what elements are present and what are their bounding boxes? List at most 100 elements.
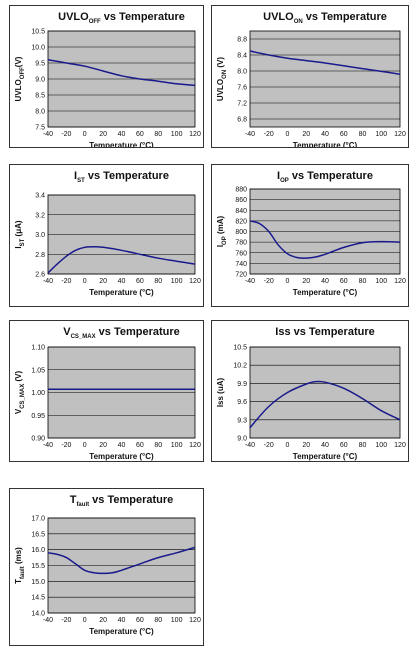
y-tick-label: 10.5 (233, 345, 247, 352)
y-tick-label: 740 (235, 261, 247, 268)
series-line (47, 546, 196, 575)
y-tick-label: 10.0 (31, 45, 45, 52)
y-tick-label: 8.5 (35, 93, 45, 100)
x-tick-label: -40 (43, 131, 53, 138)
y-tick-label: 720 (235, 272, 247, 279)
y-tick-label: 3.4 (35, 193, 45, 200)
x-tick-label: 40 (118, 442, 126, 449)
x-axis-label: Temperature (°C) (89, 141, 154, 147)
iop-chart: 720 740 760 780 800 820 840 860 880 -40 -20 0 20 40 60… (216, 170, 406, 297)
x-tick-label: 100 (171, 131, 183, 138)
y-tick-label: 1.05 (31, 367, 45, 374)
x-axis-label: Temperature (°C) (293, 288, 358, 297)
x-tick-label: 0 (286, 442, 290, 449)
x-tick-label: -20 (264, 131, 274, 138)
y-tick-label: 10.2 (233, 363, 247, 370)
x-tick-label: 120 (189, 442, 201, 449)
y-tick-label: 860 (235, 197, 247, 204)
y-tick-label: 9.9 (237, 381, 247, 388)
x-tick-label: 60 (340, 131, 348, 138)
x-tick-label: 40 (118, 617, 126, 624)
y-tick-label: 3.0 (35, 232, 45, 239)
y-tick-label: 2.8 (35, 252, 45, 259)
y-axis-label: Tfault (ms) (14, 547, 26, 584)
x-tick-label: 0 (83, 278, 87, 285)
chart-title: IST vs Temperature (74, 170, 169, 184)
chart-title: Iss vs Temperature (275, 326, 374, 338)
x-tick-label: 80 (154, 131, 162, 138)
y-axis-label: VCS_MAX (V) (14, 371, 26, 415)
y-tick-label: 7.2 (237, 101, 247, 108)
y-tick-label: 3.2 (35, 212, 45, 219)
y-axis-label: UVLOOFF(V) (14, 56, 26, 101)
y-tick-label: 800 (235, 229, 247, 236)
x-tick-label: -20 (61, 617, 71, 624)
y-tick-label: 1.00 (31, 390, 45, 397)
x-tick-label: 60 (340, 442, 348, 449)
ist-chart-panel: 2.6 2.8 3.0 3.2 3.4 -40 -20 0 20 40 60 80 100 120 IST … (9, 164, 204, 307)
x-tick-label: 120 (394, 131, 406, 138)
x-tick-label: -40 (43, 442, 53, 449)
y-tick-label: 9.6 (237, 399, 247, 406)
x-tick-label: 80 (359, 131, 367, 138)
y-axis-label: UVLOON (V) (216, 57, 228, 101)
x-tick-label: 0 (83, 131, 87, 138)
tfault-chart: 14.0 14.5 15.0 15.5 16.0 16.5 17.0 -40 -20 0 20 40 6… (14, 494, 201, 636)
x-tick-label: 100 (171, 278, 183, 285)
iss-chart: 9.0 9.3 9.6 9.9 10.2 10.5 -40 -20 0 20 40 60 80 100 12… (216, 326, 406, 461)
x-tick-label: -40 (245, 442, 255, 449)
y-axis-label: IST (μA) (14, 220, 26, 248)
x-tick-label: 100 (375, 131, 387, 138)
x-tick-label: 40 (118, 131, 126, 138)
x-tick-label: 40 (118, 278, 126, 285)
vcs-max-chart-panel: 0.90 0.95 1.00 1.05 1.10 -40 -20 0 20 40 60 80 100 12… (9, 320, 204, 462)
x-tick-label: -40 (43, 617, 53, 624)
x-tick-label: 20 (302, 442, 310, 449)
ist-chart: 2.6 2.8 3.0 3.2 3.4 -40 -20 0 20 40 60 80 100 120 IST … (14, 170, 201, 297)
y-tick-label: 8.8 (237, 37, 247, 44)
x-tick-label: 60 (136, 617, 144, 624)
y-tick-label: 8.0 (237, 69, 247, 76)
y-tick-label: 820 (235, 218, 247, 225)
y-tick-label: 7.6 (237, 85, 247, 92)
x-tick-label: 100 (171, 617, 183, 624)
x-tick-label: 60 (136, 278, 144, 285)
x-tick-label: -20 (264, 442, 274, 449)
y-tick-label: 17.0 (31, 516, 45, 523)
uvlo-off-chart-panel: 7.5 8.0 8.5 9.0 9.5 10.0 10.5 -40 -20 0 20 40 60 80 10… (9, 5, 204, 148)
x-tick-label: 60 (340, 278, 348, 285)
x-tick-label: 0 (286, 278, 290, 285)
y-tick-label: 15.0 (31, 579, 45, 586)
y-tick-label: 760 (235, 250, 247, 257)
x-tick-label: 20 (302, 278, 310, 285)
x-tick-label: 40 (321, 442, 329, 449)
y-tick-label: 0.90 (31, 436, 45, 443)
uvlo-on-chart-panel: 6.8 7.2 7.6 8.0 8.4 8.8 -40 -20 0 20 40 60 80 100 120 U… (211, 5, 409, 148)
vcs-max-chart: 0.90 0.95 1.00 1.05 1.10 -40 -20 0 20 40 60 80 100 12… (14, 326, 201, 461)
x-tick-label: -40 (245, 131, 255, 138)
chart-title: IOP vs Temperature (277, 170, 373, 184)
x-tick-label: 20 (99, 617, 107, 624)
x-tick-label: 120 (189, 278, 201, 285)
y-tick-label: 0.95 (31, 413, 45, 420)
y-tick-label: 9.0 (35, 77, 45, 84)
chart-title: Tfault vs Temperature (70, 494, 174, 508)
x-tick-label: 100 (375, 278, 387, 285)
x-axis-label: Temperature (°C) (293, 452, 358, 461)
x-tick-label: -40 (245, 278, 255, 285)
x-tick-label: 60 (136, 442, 144, 449)
x-tick-label: 120 (394, 442, 406, 449)
x-tick-label: 0 (83, 442, 87, 449)
series-line (47, 246, 196, 274)
uvlo-off-chart: 7.5 8.0 8.5 9.0 9.5 10.0 10.5 -40 -20 0 20 40 60 80 10… (14, 11, 201, 147)
x-tick-label: 80 (154, 617, 162, 624)
y-tick-label: 9.3 (237, 417, 247, 424)
y-axis-label: IOP (mA) (216, 215, 228, 247)
y-tick-label: 840 (235, 208, 247, 215)
x-tick-label: -20 (264, 278, 274, 285)
y-tick-label: 9.5 (35, 61, 45, 68)
x-tick-label: 20 (302, 131, 310, 138)
x-tick-label: 20 (99, 278, 107, 285)
y-tick-label: 880 (235, 187, 247, 194)
iss-chart-panel: 9.0 9.3 9.6 9.9 10.2 10.5 -40 -20 0 20 40 60 80 100 12… (211, 320, 409, 462)
